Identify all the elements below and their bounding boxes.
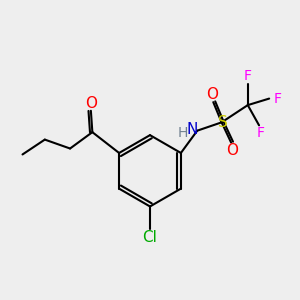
Text: O: O: [85, 96, 97, 111]
Text: Cl: Cl: [142, 230, 158, 245]
Text: S: S: [218, 115, 228, 130]
Text: F: F: [244, 69, 252, 83]
Text: F: F: [256, 126, 265, 140]
Text: O: O: [206, 87, 218, 102]
Text: H: H: [178, 126, 188, 140]
Text: O: O: [226, 143, 238, 158]
Text: N: N: [186, 122, 198, 137]
Text: F: F: [274, 92, 281, 106]
